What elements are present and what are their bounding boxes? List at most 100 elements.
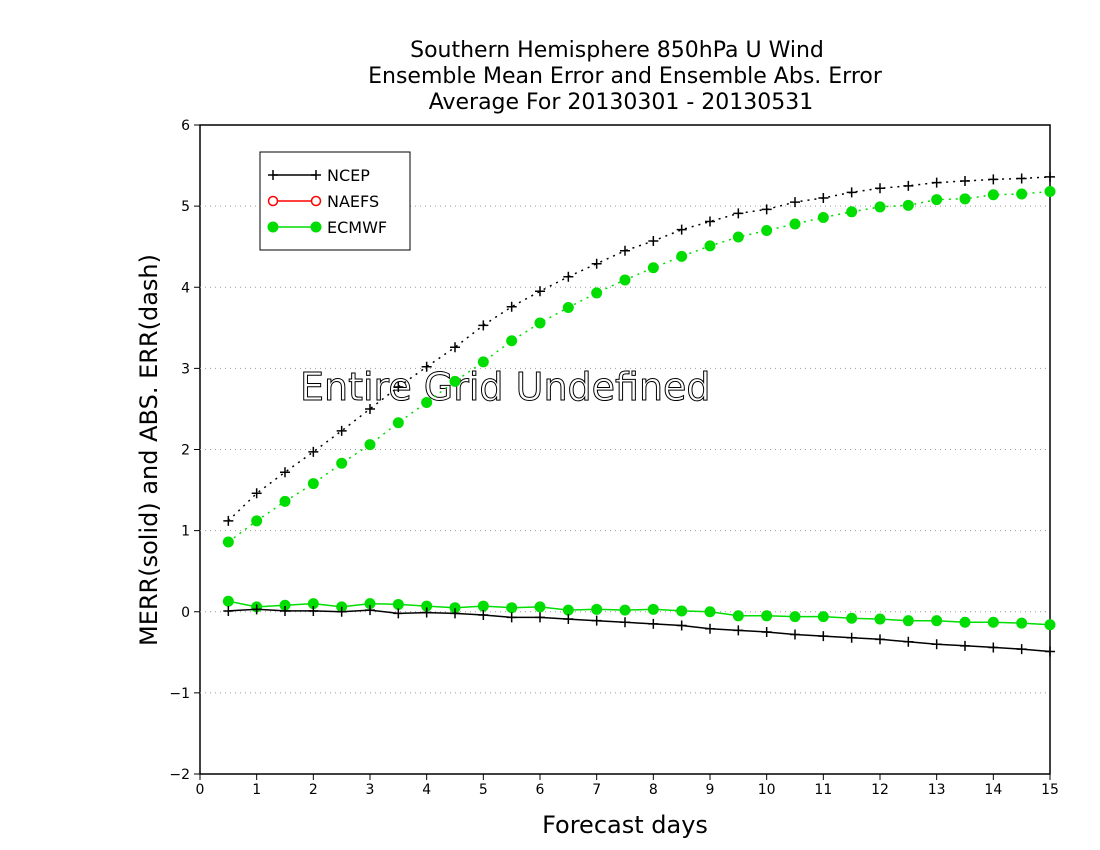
ecmwf-abs-err-point bbox=[817, 211, 829, 223]
ecmwf-abs-err-point bbox=[336, 457, 348, 469]
ecmwf-abs-err-point bbox=[421, 396, 433, 408]
ecmwf-merr-point bbox=[676, 605, 688, 617]
ecmwf-merr-point bbox=[874, 613, 886, 625]
ncep-abs-err-point bbox=[818, 193, 829, 204]
ncep-abs-err-point bbox=[393, 382, 404, 393]
series-ncep bbox=[223, 171, 1055, 657]
ncep-merr-point bbox=[1016, 644, 1027, 655]
ncep-abs-err-point bbox=[960, 175, 970, 186]
ecmwf-abs-err-point bbox=[307, 478, 319, 490]
ecmwf-merr-point bbox=[959, 616, 971, 628]
ncep-abs-err-point bbox=[421, 361, 432, 372]
x-axis-label: Forecast days bbox=[542, 811, 708, 839]
x-tick-label: 5 bbox=[479, 782, 488, 798]
ecmwf-abs-err-point bbox=[1044, 186, 1056, 198]
x-axis: 0 1 2 3 4 5 6 7 8 9 10 11 12 13 14 15 bbox=[196, 774, 1059, 798]
x-tick-label: 9 bbox=[706, 782, 715, 798]
ncep-abs-err-point bbox=[1016, 173, 1027, 184]
legend-marker bbox=[310, 221, 322, 233]
ncep-abs-err-point bbox=[846, 187, 857, 198]
ncep-abs-err-point bbox=[903, 180, 914, 191]
ncep-merr-line bbox=[228, 608, 1051, 653]
x-tick-label: 2 bbox=[309, 782, 318, 798]
ncep-merr-point bbox=[450, 608, 460, 619]
ecmwf-merr-point bbox=[619, 604, 631, 616]
ncep-abs-err-point bbox=[535, 286, 545, 297]
ncep-abs-err-point bbox=[988, 174, 999, 185]
ncep-merr-point bbox=[705, 623, 715, 634]
x-tick-label: 13 bbox=[928, 782, 946, 798]
ncep-merr-point bbox=[818, 631, 829, 642]
legend-marker bbox=[267, 221, 279, 233]
ecmwf-abs-err-point bbox=[959, 193, 971, 205]
ncep-abs-err-point bbox=[365, 403, 375, 414]
legend-label: ECMWF bbox=[327, 218, 387, 237]
ncep-abs-err-point bbox=[251, 488, 262, 499]
ncep-merr-point bbox=[251, 604, 262, 615]
ncep-merr-point bbox=[903, 636, 914, 647]
x-tick-label: 7 bbox=[592, 782, 601, 798]
ecmwf-merr-point bbox=[817, 611, 829, 623]
ncep-abs-err-point bbox=[223, 515, 234, 526]
ecmwf-abs-err-point bbox=[987, 189, 999, 201]
ncep-abs-err-point bbox=[308, 446, 319, 457]
ncep-merr-point bbox=[336, 606, 347, 617]
ncep-merr-point bbox=[988, 642, 999, 653]
y-tick-label: 1 bbox=[181, 524, 190, 540]
ncep-abs-err-point bbox=[591, 258, 602, 269]
x-tick-label: 10 bbox=[758, 782, 776, 798]
x-tick-label: 0 bbox=[196, 782, 205, 798]
ncep-abs-err-point bbox=[280, 467, 290, 478]
ecmwf-merr-point bbox=[506, 602, 518, 614]
ecmwf-merr-line bbox=[228, 600, 1051, 626]
ncep-merr-point bbox=[365, 605, 375, 616]
y-tick-label: 0 bbox=[181, 605, 190, 621]
ncep-merr-point bbox=[960, 640, 970, 651]
legend-marker bbox=[310, 195, 322, 207]
title-line-1: Southern Hemisphere 850hPa U Wind bbox=[410, 38, 824, 63]
ecmwf-merr-point bbox=[902, 615, 914, 627]
y-tick-label: 5 bbox=[181, 199, 190, 215]
ecmwf-merr-point bbox=[647, 603, 659, 615]
y-tick-label: −2 bbox=[169, 767, 190, 783]
legend-item-ecmwf: ECMWF bbox=[267, 218, 387, 237]
ecmwf-abs-err-point bbox=[1016, 188, 1028, 200]
ncep-abs-err-point bbox=[676, 224, 687, 235]
ecmwf-abs-err-point bbox=[591, 287, 603, 299]
x-tick-label: 12 bbox=[871, 782, 889, 798]
ncep-merr-point bbox=[478, 609, 489, 620]
ecmwf-abs-err-point bbox=[392, 417, 404, 429]
ncep-abs-err-point bbox=[336, 425, 347, 436]
ecmwf-merr-point bbox=[987, 616, 999, 628]
ecmwf-merr-point bbox=[704, 606, 716, 618]
ncep-merr-point bbox=[676, 620, 687, 631]
chart-title: Southern Hemisphere 850hPa U Wind Ensemb… bbox=[368, 38, 883, 115]
title-line-3: Average For 20130301 - 20130531 bbox=[429, 90, 814, 115]
ncep-merr-point bbox=[421, 607, 432, 618]
ecmwf-abs-err-point bbox=[251, 515, 263, 527]
ecmwf-merr-point bbox=[1044, 619, 1056, 631]
ncep-merr-point bbox=[846, 632, 857, 643]
ecmwf-merr-point bbox=[846, 612, 858, 624]
x-tick-label: 8 bbox=[649, 782, 658, 798]
ncep-abs-err-point bbox=[1045, 171, 1055, 182]
ecmwf-abs-err-point bbox=[364, 439, 376, 451]
ecmwf-abs-err-point bbox=[732, 231, 744, 243]
y-tick-label: 3 bbox=[181, 361, 190, 377]
ncep-merr-point bbox=[280, 605, 290, 616]
ecmwf-abs-err-point bbox=[931, 194, 943, 206]
x-tick-label: 3 bbox=[366, 782, 375, 798]
ncep-merr-point bbox=[563, 614, 574, 625]
ncep-abs-err-point bbox=[931, 177, 942, 188]
ecmwf-merr-point bbox=[222, 595, 234, 607]
x-tick-label: 4 bbox=[422, 782, 431, 798]
ncep-abs-err-point bbox=[563, 271, 574, 282]
ecmwf-abs-err-point bbox=[846, 206, 858, 218]
ncep-abs-err-point bbox=[620, 245, 630, 256]
y-tick-label: 2 bbox=[181, 443, 190, 459]
ncep-abs-err-point bbox=[875, 183, 885, 194]
ecmwf-abs-err-point bbox=[534, 317, 546, 329]
x-tick-label: 11 bbox=[814, 782, 832, 798]
ecmwf-abs-err-point bbox=[449, 375, 461, 387]
